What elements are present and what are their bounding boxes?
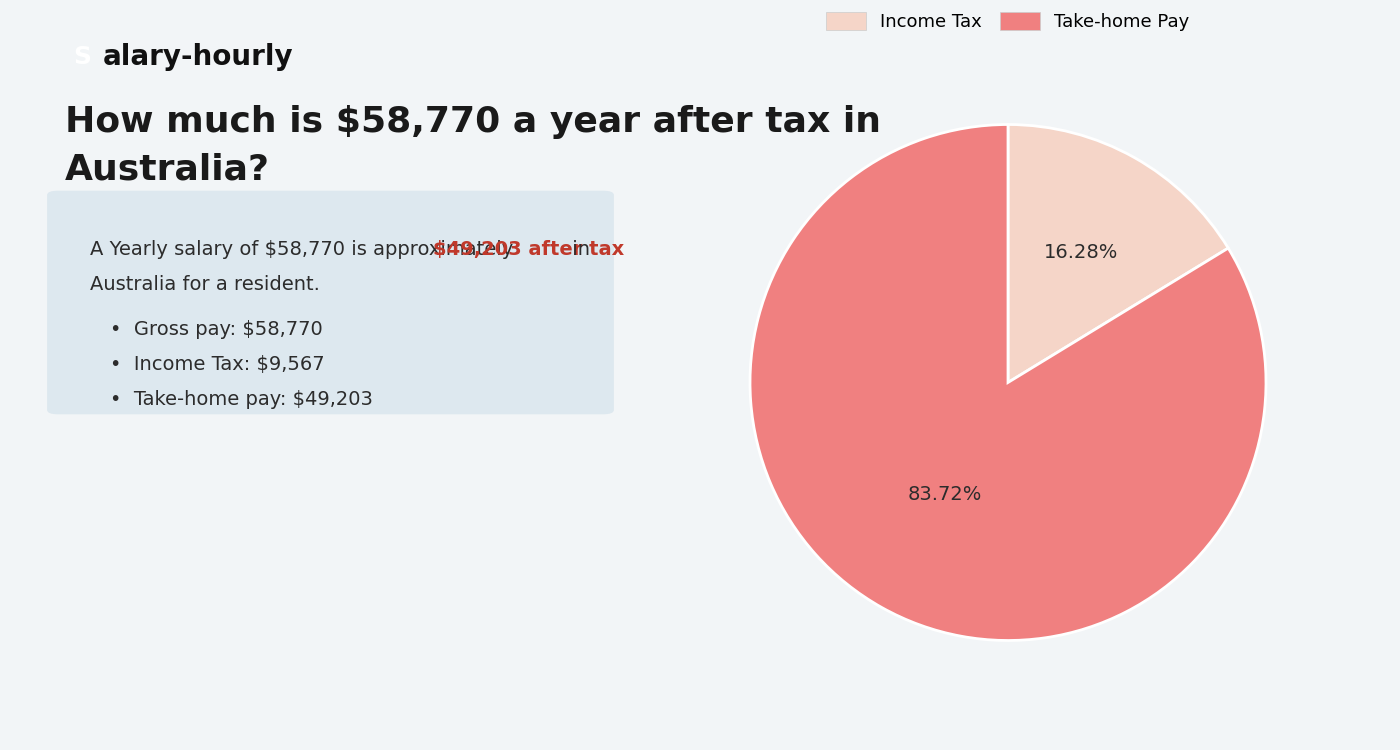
Text: •  Income Tax: $9,567: • Income Tax: $9,567	[111, 355, 325, 374]
Wedge shape	[1008, 124, 1228, 382]
Text: S: S	[73, 45, 91, 69]
Text: 83.72%: 83.72%	[907, 485, 981, 505]
Text: $49,203 after tax: $49,203 after tax	[433, 240, 624, 259]
FancyBboxPatch shape	[48, 190, 613, 414]
Text: How much is $58,770 a year after tax in
Australia?: How much is $58,770 a year after tax in …	[64, 105, 881, 187]
Text: 16.28%: 16.28%	[1044, 242, 1119, 262]
Wedge shape	[750, 124, 1266, 640]
Text: Australia for a resident.: Australia for a resident.	[90, 275, 319, 294]
Legend: Income Tax, Take-home Pay: Income Tax, Take-home Pay	[819, 4, 1197, 38]
Text: A Yearly salary of $58,770 is approximately: A Yearly salary of $58,770 is approximat…	[90, 240, 519, 259]
Text: •  Gross pay: $58,770: • Gross pay: $58,770	[111, 320, 323, 339]
Text: alary-hourly: alary-hourly	[104, 43, 294, 71]
Text: •  Take-home pay: $49,203: • Take-home pay: $49,203	[111, 390, 372, 409]
Text: in: in	[566, 240, 589, 259]
